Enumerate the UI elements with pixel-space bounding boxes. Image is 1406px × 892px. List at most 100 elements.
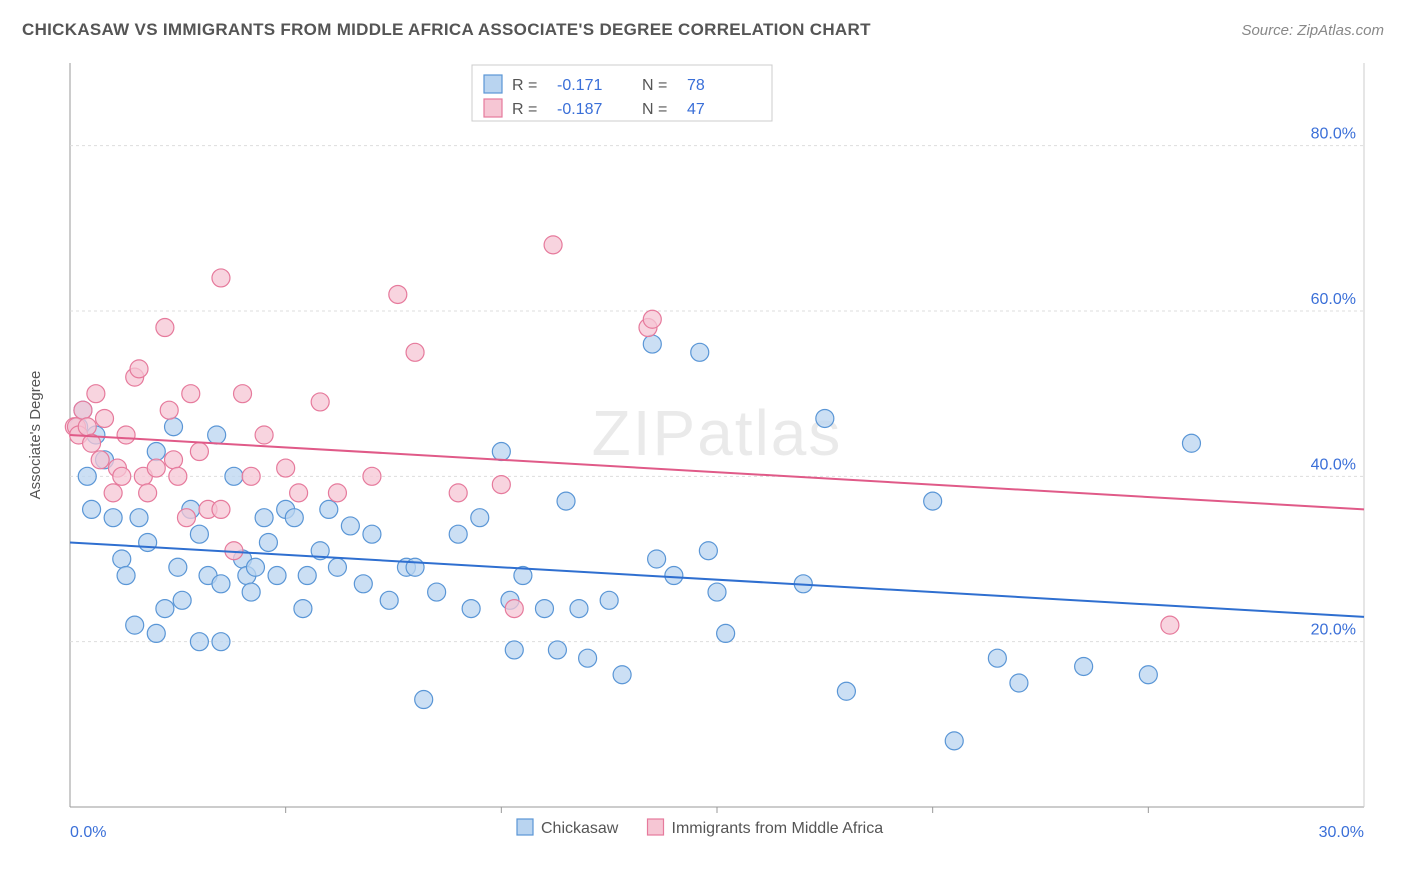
data-point xyxy=(643,335,661,353)
data-point xyxy=(320,500,338,518)
x-tick-min: 0.0% xyxy=(70,824,106,841)
y-axis-label: Associate's Degree xyxy=(27,371,44,500)
data-point xyxy=(113,550,131,568)
data-point xyxy=(298,567,316,585)
data-point xyxy=(147,624,165,642)
y-tick: 80.0% xyxy=(1311,126,1356,143)
data-point xyxy=(816,409,834,427)
data-point xyxy=(492,443,510,461)
data-point xyxy=(190,633,208,651)
data-point xyxy=(91,451,109,469)
data-point xyxy=(156,319,174,337)
data-point xyxy=(1182,434,1200,452)
data-point xyxy=(87,385,105,403)
data-point xyxy=(212,269,230,287)
data-point xyxy=(311,393,329,411)
data-point xyxy=(165,451,183,469)
data-point xyxy=(78,418,96,436)
data-point xyxy=(173,591,191,609)
data-point xyxy=(255,426,273,444)
data-point xyxy=(169,467,187,485)
data-point xyxy=(691,343,709,361)
data-point xyxy=(1010,674,1028,692)
data-point xyxy=(1075,657,1093,675)
data-point xyxy=(294,600,312,618)
data-point xyxy=(415,691,433,709)
data-point xyxy=(277,459,295,477)
data-point xyxy=(160,401,178,419)
scatter-chart: 20.0%40.0%60.0%80.0%0.0%30.0%Associate's… xyxy=(22,55,1384,857)
data-point xyxy=(169,558,187,576)
data-point xyxy=(285,509,303,527)
data-point xyxy=(74,401,92,419)
data-point xyxy=(380,591,398,609)
svg-text:R =: R = xyxy=(512,77,537,94)
svg-text:-0.171: -0.171 xyxy=(557,77,602,94)
data-point xyxy=(600,591,618,609)
data-point xyxy=(234,385,252,403)
data-point xyxy=(1139,666,1157,684)
series-legend: Chickasaw Immigrants from Middle Africa xyxy=(517,819,883,837)
data-point xyxy=(328,484,346,502)
data-point xyxy=(505,641,523,659)
svg-text:R =: R = xyxy=(512,101,537,118)
watermark: ZIPatlas xyxy=(592,397,843,469)
legend-label: Chickasaw xyxy=(541,820,619,837)
data-point xyxy=(83,500,101,518)
data-point xyxy=(505,600,523,618)
legend-swatch xyxy=(648,819,664,835)
svg-text:78: 78 xyxy=(687,77,705,94)
data-point xyxy=(449,484,467,502)
svg-text:N =: N = xyxy=(642,101,667,118)
data-point xyxy=(1161,616,1179,634)
svg-text:-0.187: -0.187 xyxy=(557,101,602,118)
data-point xyxy=(147,443,165,461)
data-point xyxy=(165,418,183,436)
data-point xyxy=(190,443,208,461)
data-point xyxy=(225,467,243,485)
data-point xyxy=(212,575,230,593)
data-point xyxy=(268,567,286,585)
data-point xyxy=(126,616,144,634)
data-point xyxy=(363,525,381,543)
data-point xyxy=(471,509,489,527)
data-point xyxy=(648,550,666,568)
svg-text:N =: N = xyxy=(642,77,667,94)
data-point xyxy=(246,558,264,576)
data-point xyxy=(462,600,480,618)
data-point xyxy=(428,583,446,601)
data-point xyxy=(290,484,308,502)
data-point xyxy=(156,600,174,618)
data-point xyxy=(190,525,208,543)
data-point xyxy=(363,467,381,485)
chart-title: CHICKASAW VS IMMIGRANTS FROM MIDDLE AFRI… xyxy=(22,20,871,40)
svg-text:47: 47 xyxy=(687,101,705,118)
data-point xyxy=(924,492,942,510)
data-point xyxy=(139,533,157,551)
data-point xyxy=(208,426,226,444)
data-point xyxy=(113,467,131,485)
data-point xyxy=(717,624,735,642)
data-point xyxy=(255,509,273,527)
data-point xyxy=(945,732,963,750)
data-point xyxy=(988,649,1006,667)
y-tick: 60.0% xyxy=(1311,291,1356,308)
data-point xyxy=(139,484,157,502)
data-point xyxy=(406,343,424,361)
data-point xyxy=(579,649,597,667)
data-point xyxy=(557,492,575,510)
data-point xyxy=(708,583,726,601)
source-label: Source: ZipAtlas.com xyxy=(1241,22,1384,39)
chart-container: 20.0%40.0%60.0%80.0%0.0%30.0%Associate's… xyxy=(22,55,1384,857)
data-point xyxy=(242,583,260,601)
data-point xyxy=(389,285,407,303)
legend-label: Immigrants from Middle Africa xyxy=(672,820,884,837)
data-point xyxy=(117,426,135,444)
legend-swatch xyxy=(484,99,502,117)
data-point xyxy=(117,567,135,585)
data-point xyxy=(104,509,122,527)
data-point xyxy=(665,567,683,585)
data-point xyxy=(535,600,553,618)
data-point xyxy=(837,682,855,700)
data-point xyxy=(613,666,631,684)
